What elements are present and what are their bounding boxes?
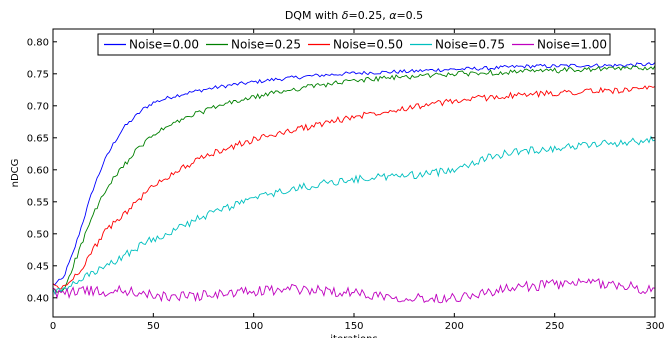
title-delta-symbol: δ [342, 9, 349, 22]
y-tick-label: 0.75 [27, 69, 49, 80]
series-line-3 [53, 135, 655, 296]
y-axis-label: nDCG [10, 159, 21, 188]
x-tick-label: 100 [244, 321, 263, 332]
y-tick-label: 0.45 [27, 261, 49, 272]
y-tick-label: 0.50 [27, 229, 49, 240]
x-tick-label: 50 [147, 321, 160, 332]
legend-label: Noise=0.25 [231, 38, 301, 52]
x-tick-label: 150 [344, 321, 363, 332]
legend-box [97, 33, 611, 56]
axes-layer: 0 50 100 150 200 250 300 0.40 0.45 0.50 0.55 0.60 0.… [27, 28, 665, 332]
series-line-4 [53, 277, 655, 304]
x-axis-label: iterations [330, 334, 377, 338]
legend-label: Noise=0.00 [129, 38, 199, 52]
y-tick-label: 0.70 [27, 101, 49, 112]
title-mid: =0.25, [349, 9, 390, 22]
series-line-1 [53, 65, 655, 293]
x-tick-label: 200 [445, 321, 464, 332]
series-layer [53, 62, 655, 304]
y-tick-label: 0.65 [27, 133, 49, 144]
y-tick-label: 0.80 [27, 37, 49, 48]
title-prefix: DQM with [285, 9, 342, 22]
series-line-2 [53, 85, 655, 290]
y-tick-label: 0.55 [27, 197, 49, 208]
legend-label: Noise=1.00 [537, 38, 607, 52]
chart-title: DQM with δ=0.25, α=0.5 [285, 9, 423, 22]
legend: Noise=0.00 Noise=0.25 Noise=0.50 Noise=0.75… [97, 33, 611, 56]
series-line-0 [53, 62, 655, 285]
title-suffix: =0.5 [396, 9, 423, 22]
x-tick-label: 0 [50, 321, 56, 332]
y-tick-label: 0.40 [27, 293, 49, 304]
x-tick-label: 250 [545, 321, 564, 332]
y-tick-label: 0.60 [27, 165, 49, 176]
legend-label: Noise=0.50 [333, 38, 403, 52]
legend-label: Noise=0.75 [435, 38, 505, 52]
title-alpha-symbol: α [389, 9, 397, 22]
x-tick-label: 300 [645, 321, 664, 332]
